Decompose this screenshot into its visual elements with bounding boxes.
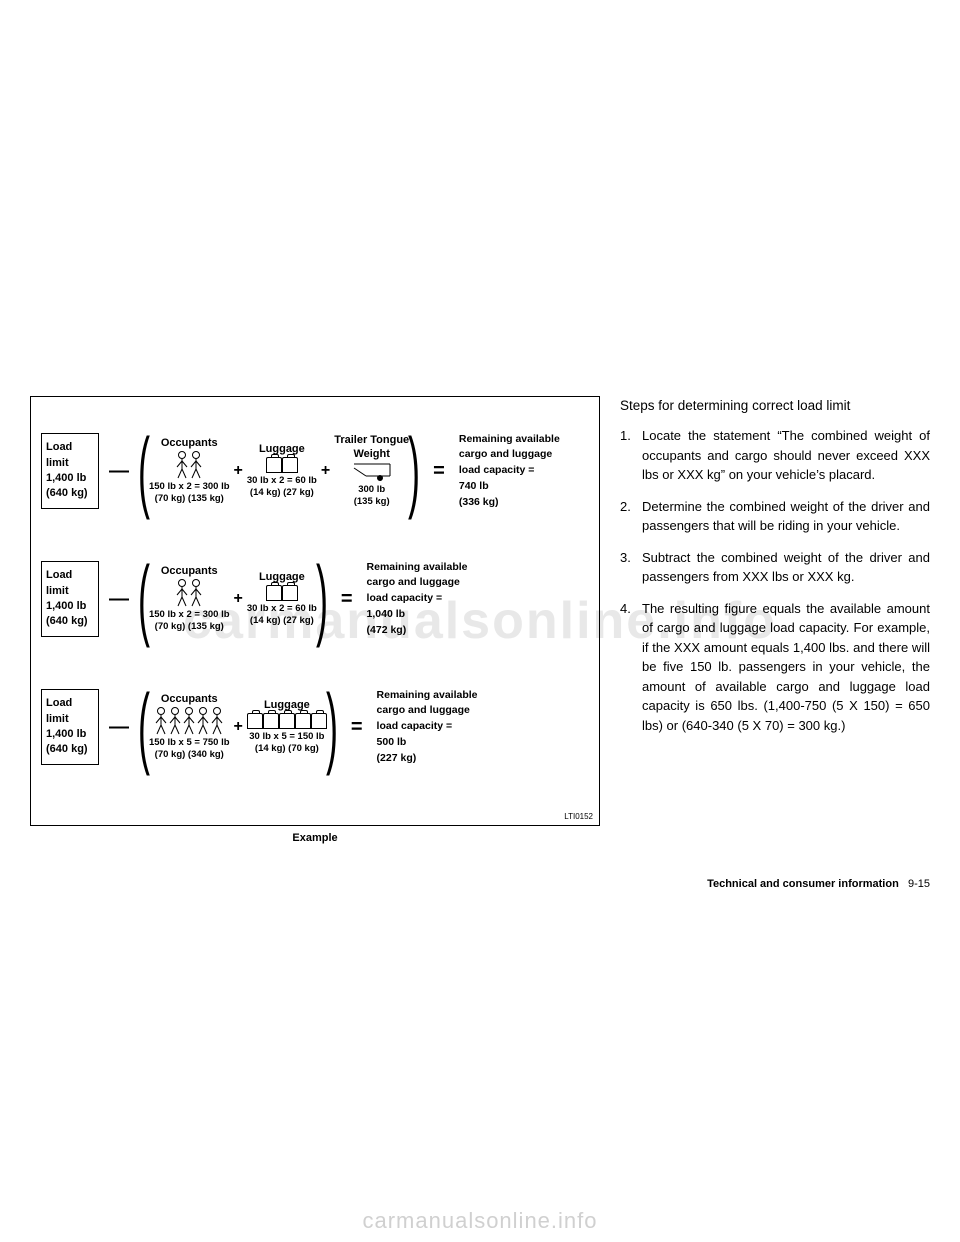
figure-id: LTI0152 (564, 812, 593, 821)
load-limit-box: Load limit1,400 lb(640 kg) (41, 561, 99, 637)
result-block: Remaining availablecargo and luggageload… (459, 432, 564, 511)
luggage-block: Luggage30 lb x 5 = 150 lb(14 kg) (70 kg) (247, 699, 327, 756)
luggage-icon (247, 713, 263, 729)
person-icon (155, 707, 167, 735)
text-column: Steps for determining correct load limit… (620, 396, 930, 844)
plus-sign: + (321, 462, 330, 480)
steps-list: 1.Locate the statement “The combined wei… (620, 426, 930, 735)
step-number: 2. (620, 497, 642, 536)
bracket-group: (Occupants150 lb x 2 = 300 lb(70 kg) (13… (139, 559, 327, 640)
person-icon (176, 451, 188, 479)
load-limit-box: Load limit1,400 lb(640 kg) (41, 689, 99, 765)
luggage-icon (279, 713, 295, 729)
luggage-icon (263, 713, 279, 729)
step-item: 2.Determine the combined weight of the d… (620, 497, 930, 536)
trailer-icon (352, 462, 392, 482)
load-limit-box: Load limit1,400 lb(640 kg) (41, 433, 99, 509)
luggage-icon (266, 585, 282, 601)
footer-page: 9-15 (908, 878, 930, 890)
plus-sign: + (234, 590, 243, 608)
steps-heading: Steps for determining correct load limit (620, 396, 930, 416)
luggage-icon (266, 457, 282, 473)
step-item: 1.Locate the statement “The combined wei… (620, 426, 930, 485)
step-item: 4.The resulting figure equals the availa… (620, 599, 930, 736)
watermark-bottom: carmanualsonline.info (362, 1208, 597, 1234)
person-icon (176, 579, 188, 607)
occupants-block: Occupants150 lb x 2 = 300 lb(70 kg) (135… (149, 565, 230, 634)
diagram-caption: Example (30, 832, 600, 844)
person-icon (211, 707, 223, 735)
person-icon (190, 579, 202, 607)
step-number: 3. (620, 548, 642, 587)
trailer-block: Trailer TongueWeight300 lb(135 kg) (334, 434, 409, 509)
diagram-row: Load limit1,400 lb(640 kg) — (Occupants150… (41, 407, 589, 535)
person-icon (197, 707, 209, 735)
example-diagram: Load limit1,400 lb(640 kg)—(Occupants150… (30, 396, 600, 826)
step-number: 4. (620, 599, 642, 736)
page-footer: Technical and consumer information 9-15 (707, 878, 930, 890)
bracket-left: ( (138, 687, 150, 768)
page-content: Load limit1,400 lb(640 kg)—(Occupants150… (30, 396, 930, 844)
equals-sign: = (351, 716, 363, 739)
bracket-group: (Occupants150 lb x 2 = 300 lb(70 kg) (13… (139, 431, 419, 512)
minus-sign: — (109, 588, 129, 611)
step-text: The resulting figure equals the availabl… (642, 599, 930, 736)
bracket-right: ) (408, 431, 420, 512)
step-text: Determine the combined weight of the dri… (642, 497, 930, 536)
bracket-group: (Occupants150 lb x 5 = 750 lb(70 kg) (34… (139, 687, 337, 768)
luggage-icon (311, 713, 327, 729)
step-item: 3.Subtract the combined weight of the dr… (620, 548, 930, 587)
occupants-block: Occupants150 lb x 2 = 300 lb(70 kg) (135… (149, 437, 230, 506)
result-block: Remaining availablecargo and luggageload… (377, 688, 482, 767)
equals-sign: = (433, 460, 445, 483)
diagram-row: Load limit1,400 lb(640 kg) — (Occupants150… (41, 663, 589, 791)
luggage-block: Luggage30 lb x 2 = 60 lb(14 kg) (27 kg) (247, 443, 317, 500)
minus-sign: — (109, 716, 129, 739)
minus-sign: — (109, 460, 129, 483)
plus-sign: + (234, 462, 243, 480)
bracket-right: ) (326, 687, 338, 768)
person-icon (169, 707, 181, 735)
equals-sign: = (341, 588, 353, 611)
luggage-icon (282, 585, 298, 601)
person-icon (183, 707, 195, 735)
luggage-icon (282, 457, 298, 473)
diagram-row: Load limit1,400 lb(640 kg) — (Occupants150… (41, 535, 589, 663)
occupants-block: Occupants150 lb x 5 = 750 lb(70 kg) (340… (149, 693, 230, 762)
bracket-right: ) (316, 559, 328, 640)
diagram-column: Load limit1,400 lb(640 kg)—(Occupants150… (30, 396, 600, 844)
bracket-left: ( (138, 559, 150, 640)
result-block: Remaining availablecargo and luggageload… (367, 560, 472, 639)
step-text: Subtract the combined weight of the driv… (642, 548, 930, 587)
step-text: Locate the statement “The combined weigh… (642, 426, 930, 485)
step-number: 1. (620, 426, 642, 485)
luggage-icon (295, 713, 311, 729)
luggage-block: Luggage30 lb x 2 = 60 lb(14 kg) (27 kg) (247, 571, 317, 628)
footer-section: Technical and consumer information (707, 878, 899, 890)
bracket-left: ( (138, 431, 150, 512)
plus-sign: + (234, 718, 243, 736)
person-icon (190, 451, 202, 479)
